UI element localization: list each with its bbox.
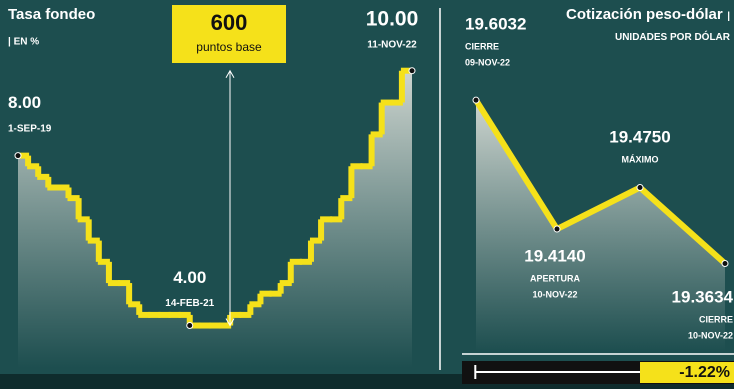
point-marker [553, 225, 561, 233]
category-label: CIERRE [699, 314, 733, 324]
annotation-value: 600 [211, 10, 248, 35]
point-marker [721, 260, 729, 268]
point-marker [472, 96, 480, 104]
value-label: 19.3634 [672, 287, 734, 306]
date-label: 1-SEP-19 [8, 123, 52, 134]
chart-title: Cotización peso-dólar [566, 6, 723, 23]
change-label: -1.22% [679, 364, 730, 381]
category-label: MÁXIMO [622, 154, 659, 164]
chart-title: Tasa fondeo [8, 6, 95, 23]
date-label: 10-NOV-22 [532, 289, 577, 299]
value-label: 19.4140 [524, 246, 585, 265]
chart-subtitle: | EN % [8, 37, 39, 48]
date-label: 10-NOV-22 [688, 330, 733, 340]
change-box [640, 362, 734, 383]
date-label: 11-NOV-22 [367, 40, 417, 51]
point-marker [636, 184, 644, 191]
point-marker [408, 67, 416, 75]
value-label: 8.00 [8, 93, 41, 112]
chart-title-block: Cotización peso-dólar | UNIDADES POR DÓL… [562, 5, 730, 47]
area-fill [476, 100, 725, 353]
category-label: CIERRE [465, 41, 499, 51]
annotation-box [172, 5, 286, 63]
arrow-head [225, 318, 235, 327]
date-label: 14-FEB-21 [165, 298, 214, 309]
point-marker [14, 152, 22, 160]
line [473, 98, 727, 266]
area-fill [18, 70, 412, 369]
category-label: APERTURA [530, 273, 581, 283]
annotation-text: puntos base [196, 40, 262, 54]
arrow-head [225, 69, 235, 78]
point-marker [186, 322, 194, 330]
value-label: 19.4750 [609, 127, 670, 146]
value-label: 10.00 [366, 8, 419, 31]
value-label: 19.6032 [465, 14, 526, 33]
chart-subtitle: | UNIDADES POR DÓLAR [614, 11, 730, 43]
date-label: 09-NOV-22 [465, 57, 510, 67]
value-label: 4.00 [173, 268, 206, 287]
